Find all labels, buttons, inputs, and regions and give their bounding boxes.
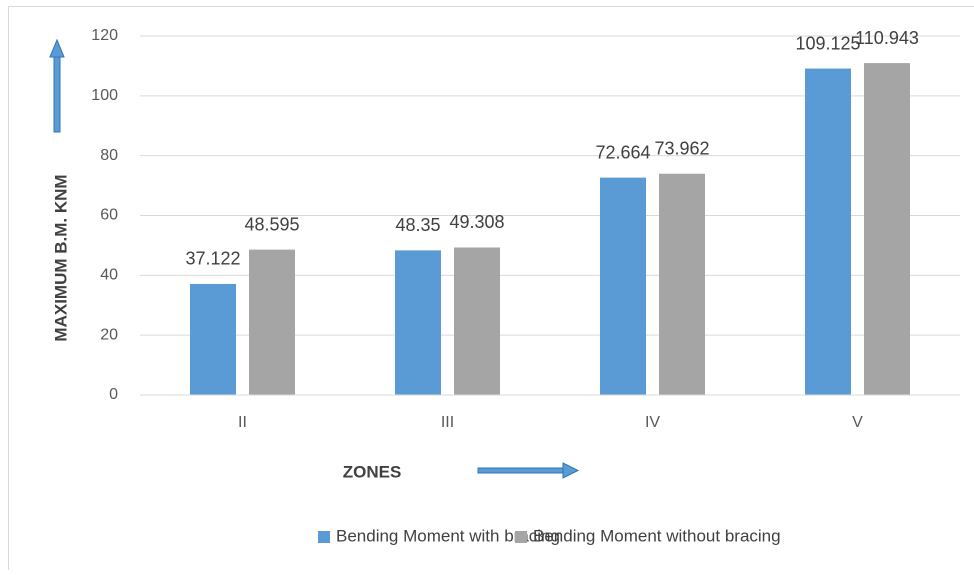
y-tick-label: 120 — [91, 27, 118, 44]
y-tick-label: 0 — [109, 386, 118, 403]
x-tick-label: III — [441, 414, 454, 431]
x-axis-title: ZONES — [343, 462, 402, 481]
bar — [190, 284, 236, 395]
data-label: 72.664 — [595, 142, 650, 162]
y-tick-label: 20 — [100, 326, 118, 343]
legend-swatch — [515, 531, 527, 543]
data-label: 49.308 — [449, 212, 504, 232]
bar — [249, 250, 295, 395]
data-label: 110.943 — [855, 28, 919, 48]
data-label: 109.125 — [795, 33, 860, 53]
bar — [659, 174, 705, 395]
data-label: 48.35 — [395, 215, 440, 235]
bar — [600, 178, 646, 395]
y-tick-label: 40 — [100, 267, 118, 284]
x-tick-label: V — [852, 414, 863, 431]
data-label: 48.595 — [244, 214, 299, 234]
y-axis-title: MAXIMUM B.M. KNM — [51, 174, 70, 341]
bar — [805, 69, 851, 395]
bar — [395, 250, 441, 395]
bar — [454, 247, 500, 395]
data-label: 37.122 — [185, 249, 240, 269]
legend-label: Bending Moment without bracing — [533, 526, 781, 545]
legend-swatch — [318, 531, 330, 543]
x-tick-label: IV — [645, 414, 660, 431]
y-arrow — [50, 40, 64, 132]
y-tick-label: 60 — [100, 207, 118, 224]
y-tick-label: 80 — [100, 147, 118, 164]
data-label: 73.962 — [654, 138, 709, 158]
y-tick-label: 100 — [91, 87, 118, 104]
x-tick-label: II — [238, 414, 247, 431]
bar — [864, 63, 910, 395]
x-arrow — [478, 463, 578, 478]
